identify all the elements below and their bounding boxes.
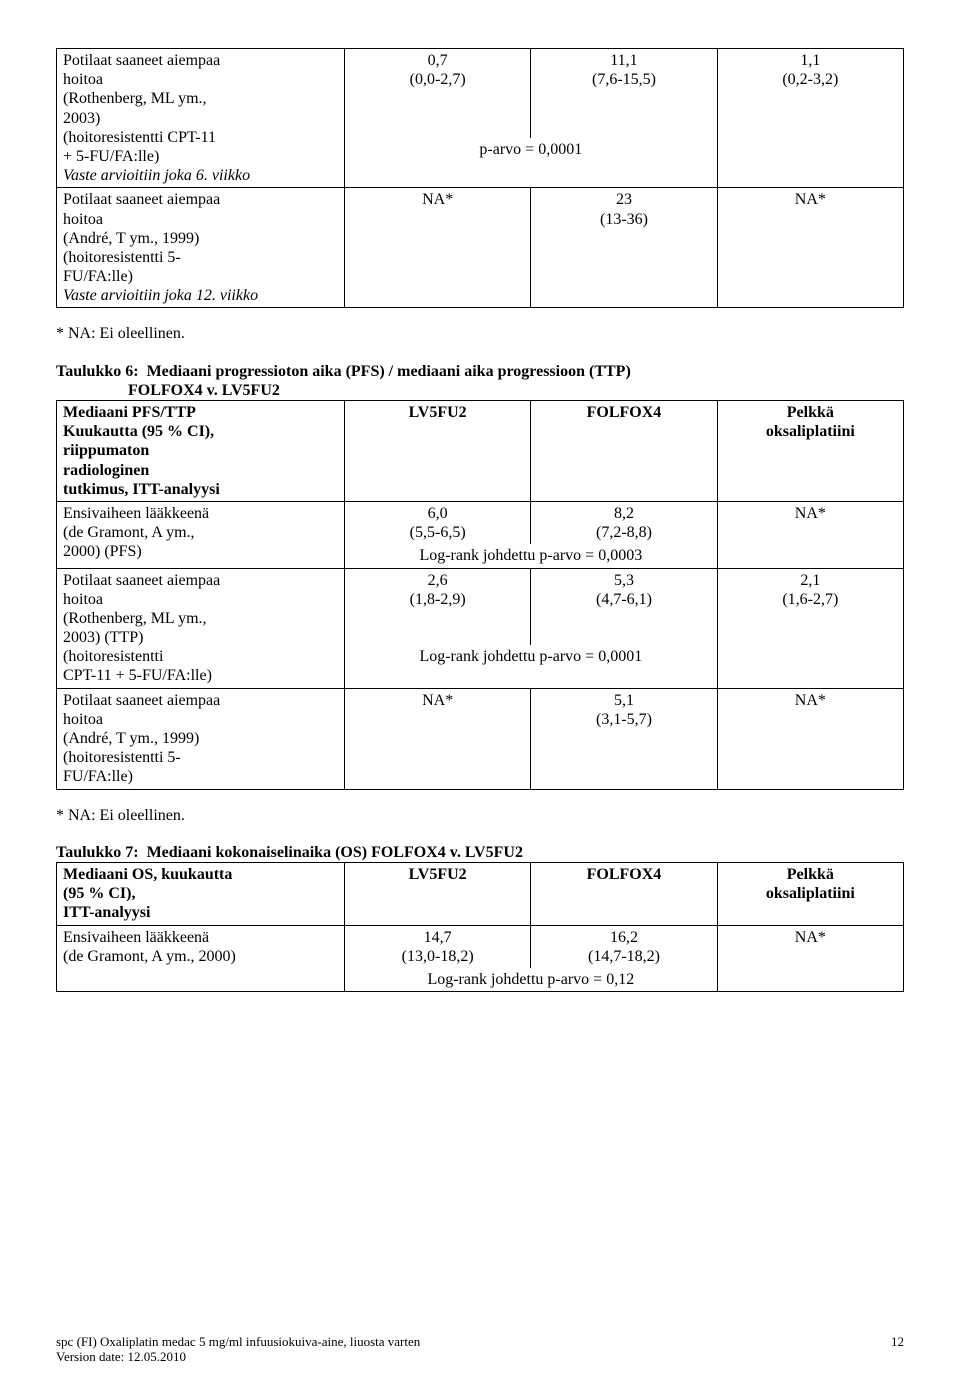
h0c: riippumaton — [63, 442, 149, 459]
h3b: oksaliplatiini — [766, 423, 855, 440]
table-cell — [717, 968, 903, 992]
table-span-cell: Log-rank johdettu p-arvo = 0,12 — [344, 968, 717, 992]
table-cell: 23(13-36) — [531, 188, 717, 308]
table7-col2-header: FOLFOX4 — [531, 862, 717, 925]
t7h0b: (95 % CI), — [63, 885, 135, 902]
table-cell: 6,0(5,5-6,5) — [344, 501, 530, 544]
table6-col0-header: Mediaani PFS/TTP Kuukautta (95 % CI), ri… — [57, 401, 345, 502]
table6-col2-header: FOLFOX4 — [531, 401, 717, 502]
table-cell: NA* — [717, 501, 903, 544]
table6-col1-header: LV5FU2 — [344, 401, 530, 502]
table-span-cell: p-arvo = 0,0001 — [344, 138, 717, 188]
footer-page-number: 12 — [891, 1334, 904, 1350]
table-cell: 11,1(7,6-15,5) — [531, 49, 717, 139]
table7-title: Taulukko 7: Mediaani kokonaiselinaika (O… — [56, 843, 904, 862]
table-cell: 0,7(0,0-2,7) — [344, 49, 530, 139]
table-row-label: Potilaat saaneet aiempaahoitoa(André, T … — [57, 188, 345, 308]
table-cell — [717, 544, 903, 568]
footer-line2: Version date: 12.05.2010 — [56, 1349, 186, 1364]
table-span-cell: Log-rank johdettu p-arvo = 0,0003 — [344, 544, 717, 568]
table-cell: 8,2(7,2-8,8) — [531, 501, 717, 544]
table-cell: 5,1(3,1-5,7) — [531, 688, 717, 789]
table-cell: 5,3(4,7-6,1) — [531, 568, 717, 645]
table-cell: NA* — [344, 188, 530, 308]
table-cell: NA* — [717, 925, 903, 968]
table7-col3-header: Pelkkä oksaliplatiini — [717, 862, 903, 925]
table-cell: 16,2(14,7-18,2) — [531, 925, 717, 968]
page-footer: spc (FI) Oxaliplatin medac 5 mg/ml infuu… — [56, 1334, 904, 1365]
t7h3b: oksaliplatiini — [766, 885, 855, 902]
table-row-label: Potilaat saaneet aiempaahoitoa(Rothenber… — [57, 568, 345, 688]
table6-title-label: Taulukko 6: — [56, 363, 139, 380]
table-row-label: Potilaat saaneet aiempaahoitoa(Rothenber… — [57, 49, 345, 188]
table5-continuation: Potilaat saaneet aiempaahoitoa(Rothenber… — [56, 48, 904, 308]
table6-col3-header: Pelkkä oksaliplatiini — [717, 401, 903, 502]
table6-title: Taulukko 6: Mediaani progressioton aika … — [56, 362, 904, 400]
table7-title-text: Mediaani kokonaiselinaika (OS) FOLFOX4 v… — [147, 844, 523, 861]
table-cell: 2,1(1,6-2,7) — [717, 568, 903, 645]
table6-title-text: Mediaani progressioton aika (PFS) / medi… — [147, 363, 631, 380]
table-cell: NA* — [717, 188, 903, 308]
table-row-label: Ensivaiheen lääkkeenä(de Gramont, A ym.,… — [57, 501, 345, 568]
h3: Pelkkä — [787, 404, 834, 421]
table-cell: 2,6(1,8-2,9) — [344, 568, 530, 645]
table-cell: 1,1(0,2-3,2) — [717, 49, 903, 139]
table-cell: 14,7(13,0-18,2) — [344, 925, 530, 968]
table6-title-text2: FOLFOX4 v. LV5FU2 — [56, 381, 904, 400]
table-span-cell: Log-rank johdettu p-arvo = 0,0001 — [344, 645, 717, 688]
h0a: Mediaani PFS/TTP — [63, 404, 196, 421]
h0b: Kuukautta (95 % CI), — [63, 423, 214, 440]
t7h0a: Mediaani OS, kuukautta — [63, 866, 232, 883]
table6: Mediaani PFS/TTP Kuukautta (95 % CI), ri… — [56, 400, 904, 790]
h0e: tutkimus, ITT-analyysi — [63, 481, 220, 498]
table7-col0-header: Mediaani OS, kuukautta (95 % CI), ITT-an… — [57, 862, 345, 925]
table-cell: NA* — [717, 688, 903, 789]
table-cell: NA* — [344, 688, 530, 789]
table-cell — [717, 138, 903, 188]
table5-footnote: * NA: Ei oleellinen. — [56, 324, 904, 343]
table7-col1-header: LV5FU2 — [344, 862, 530, 925]
h0d: radiologinen — [63, 462, 149, 479]
footer-line1: spc (FI) Oxaliplatin medac 5 mg/ml infuu… — [56, 1334, 420, 1349]
table7: Mediaani OS, kuukautta (95 % CI), ITT-an… — [56, 862, 904, 992]
table7-title-label: Taulukko 7: — [56, 844, 139, 861]
table-cell — [717, 645, 903, 688]
t7h3: Pelkkä — [787, 866, 834, 883]
table-row-label: Ensivaiheen lääkkeenä(de Gramont, A ym.,… — [57, 925, 345, 992]
t7h0c: ITT-analyysi — [63, 904, 150, 921]
table6-footnote: * NA: Ei oleellinen. — [56, 806, 904, 825]
table-row-label: Potilaat saaneet aiempaahoitoa(André, T … — [57, 688, 345, 789]
